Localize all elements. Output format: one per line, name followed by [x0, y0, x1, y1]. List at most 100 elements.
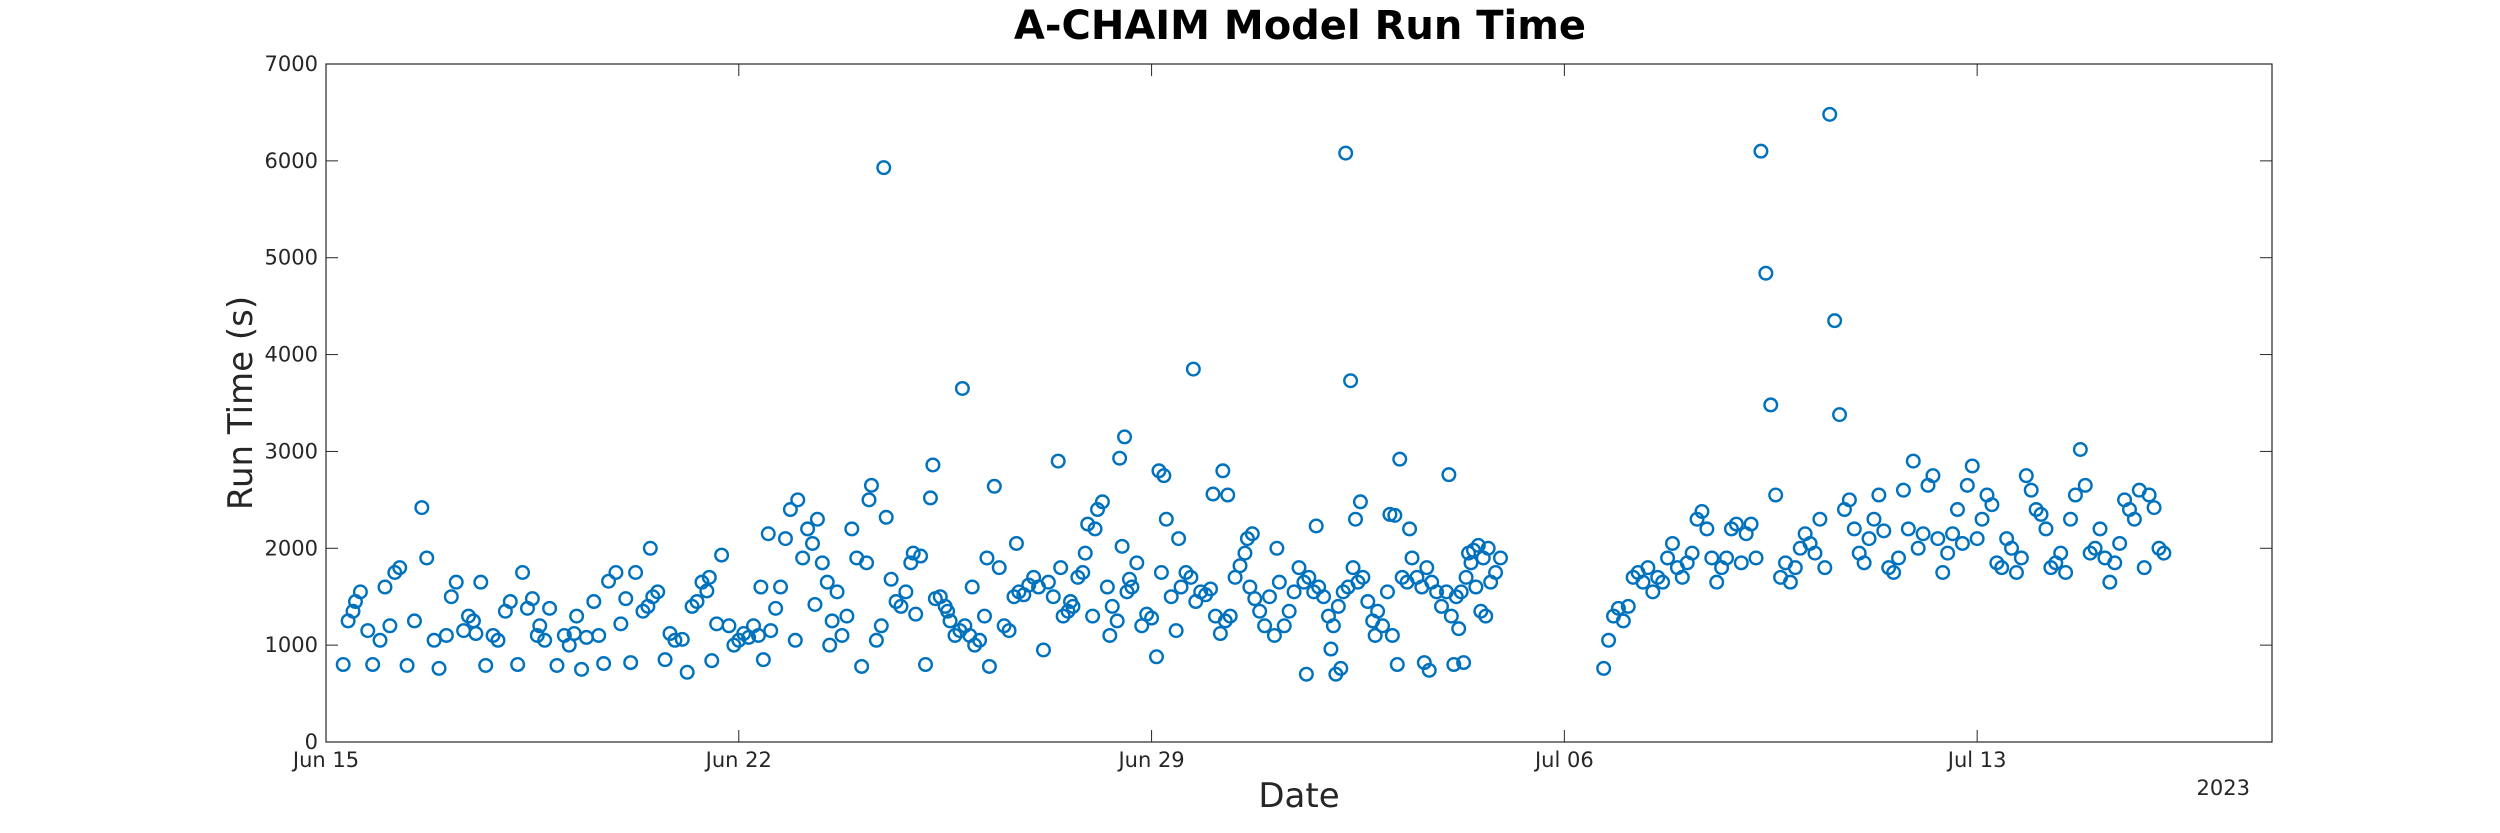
data-point — [2013, 550, 2029, 566]
data-point — [1144, 610, 1160, 626]
data-point — [642, 540, 658, 556]
data-point — [478, 657, 494, 673]
data-point — [1768, 487, 1784, 503]
data-point — [1124, 579, 1140, 595]
data-point — [1945, 526, 1961, 542]
data-point — [1674, 569, 1690, 585]
data-point — [608, 565, 624, 581]
data-point — [1075, 565, 1091, 581]
data-point — [1062, 594, 1078, 610]
data-point — [1104, 598, 1120, 614]
data-point — [2004, 540, 2020, 556]
x-tick-label: Jul 06 — [1533, 748, 1594, 772]
data-point — [345, 603, 361, 619]
data-point — [1787, 560, 1803, 576]
data-point — [515, 565, 531, 581]
data-point — [532, 618, 548, 634]
data-point — [1148, 649, 1164, 665]
data-point — [1360, 594, 1376, 610]
data-point — [1203, 581, 1219, 597]
data-point — [824, 613, 840, 629]
data-point — [1389, 657, 1405, 673]
data-point — [753, 579, 769, 595]
data-point — [773, 579, 789, 595]
data-point — [1660, 550, 1676, 566]
data-point — [1664, 535, 1680, 551]
data-point — [529, 627, 545, 643]
data-point — [913, 548, 929, 564]
data-point — [1684, 545, 1700, 561]
data-point — [1964, 458, 1980, 474]
data-series — [335, 106, 2172, 682]
data-point — [1782, 574, 1798, 590]
data-point — [1215, 463, 1231, 479]
data-point — [2087, 540, 2103, 556]
data-point — [1935, 565, 1951, 581]
data-point — [768, 600, 784, 616]
data-point — [1185, 361, 1201, 377]
data-point — [667, 632, 683, 648]
data-point — [650, 584, 666, 600]
y-axis: 0 1000 2000 3000 4000 5000 6000 7000 — [265, 52, 2272, 754]
data-point — [569, 608, 585, 624]
data-point — [954, 380, 970, 396]
data-point — [1325, 618, 1341, 634]
data-point — [2112, 535, 2128, 551]
data-point — [1468, 579, 1484, 595]
data-point — [979, 550, 995, 566]
data-point — [940, 603, 956, 619]
data-point — [1035, 642, 1051, 658]
data-point — [1615, 613, 1631, 629]
data-point — [1620, 598, 1636, 614]
data-point — [1308, 518, 1324, 534]
data-point — [1247, 591, 1263, 607]
data-point — [1183, 569, 1199, 585]
x-tick-label: Jun 29 — [1116, 748, 1184, 772]
data-point — [763, 623, 779, 639]
data-point — [1333, 660, 1349, 676]
data-point — [1974, 511, 1990, 527]
data-point — [750, 627, 766, 643]
data-point — [873, 618, 889, 634]
data-point — [1257, 618, 1273, 634]
data-point — [2023, 482, 2039, 498]
data-point — [1222, 608, 1238, 624]
data-point — [431, 660, 447, 676]
x-axis-year-label: 2023 — [2197, 776, 2250, 800]
data-point — [1099, 579, 1115, 595]
data-point — [372, 632, 388, 648]
data-point — [1492, 550, 1508, 566]
data-point — [1876, 523, 1892, 539]
data-point — [596, 656, 612, 672]
x-tick-label: Jun 22 — [704, 748, 772, 772]
data-point — [542, 600, 558, 616]
data-point — [1861, 531, 1877, 547]
data-point — [1421, 662, 1437, 678]
data-point — [1094, 494, 1110, 510]
data-point — [2107, 555, 2123, 571]
data-point — [898, 584, 914, 600]
data-point — [1404, 550, 1420, 566]
data-point — [591, 627, 607, 643]
data-point — [1286, 584, 1302, 600]
y-tick-label: 7000 — [265, 52, 318, 76]
data-point — [1298, 666, 1314, 682]
data-point — [1949, 502, 1965, 518]
y-tick-label: 4000 — [265, 343, 318, 367]
data-point — [1168, 623, 1184, 639]
data-point — [1733, 555, 1749, 571]
data-point — [490, 632, 506, 648]
data-point — [1370, 603, 1386, 619]
data-point — [1205, 486, 1221, 502]
data-point — [1343, 373, 1359, 389]
data-point — [426, 632, 442, 648]
data-point — [807, 596, 823, 612]
data-point — [2053, 545, 2069, 561]
data-point — [473, 574, 489, 590]
data-point — [414, 500, 430, 516]
data-point — [1375, 618, 1391, 634]
data-point — [701, 569, 717, 585]
data-point — [1895, 482, 1911, 498]
data-point — [1694, 503, 1710, 519]
data-point — [1109, 613, 1125, 629]
